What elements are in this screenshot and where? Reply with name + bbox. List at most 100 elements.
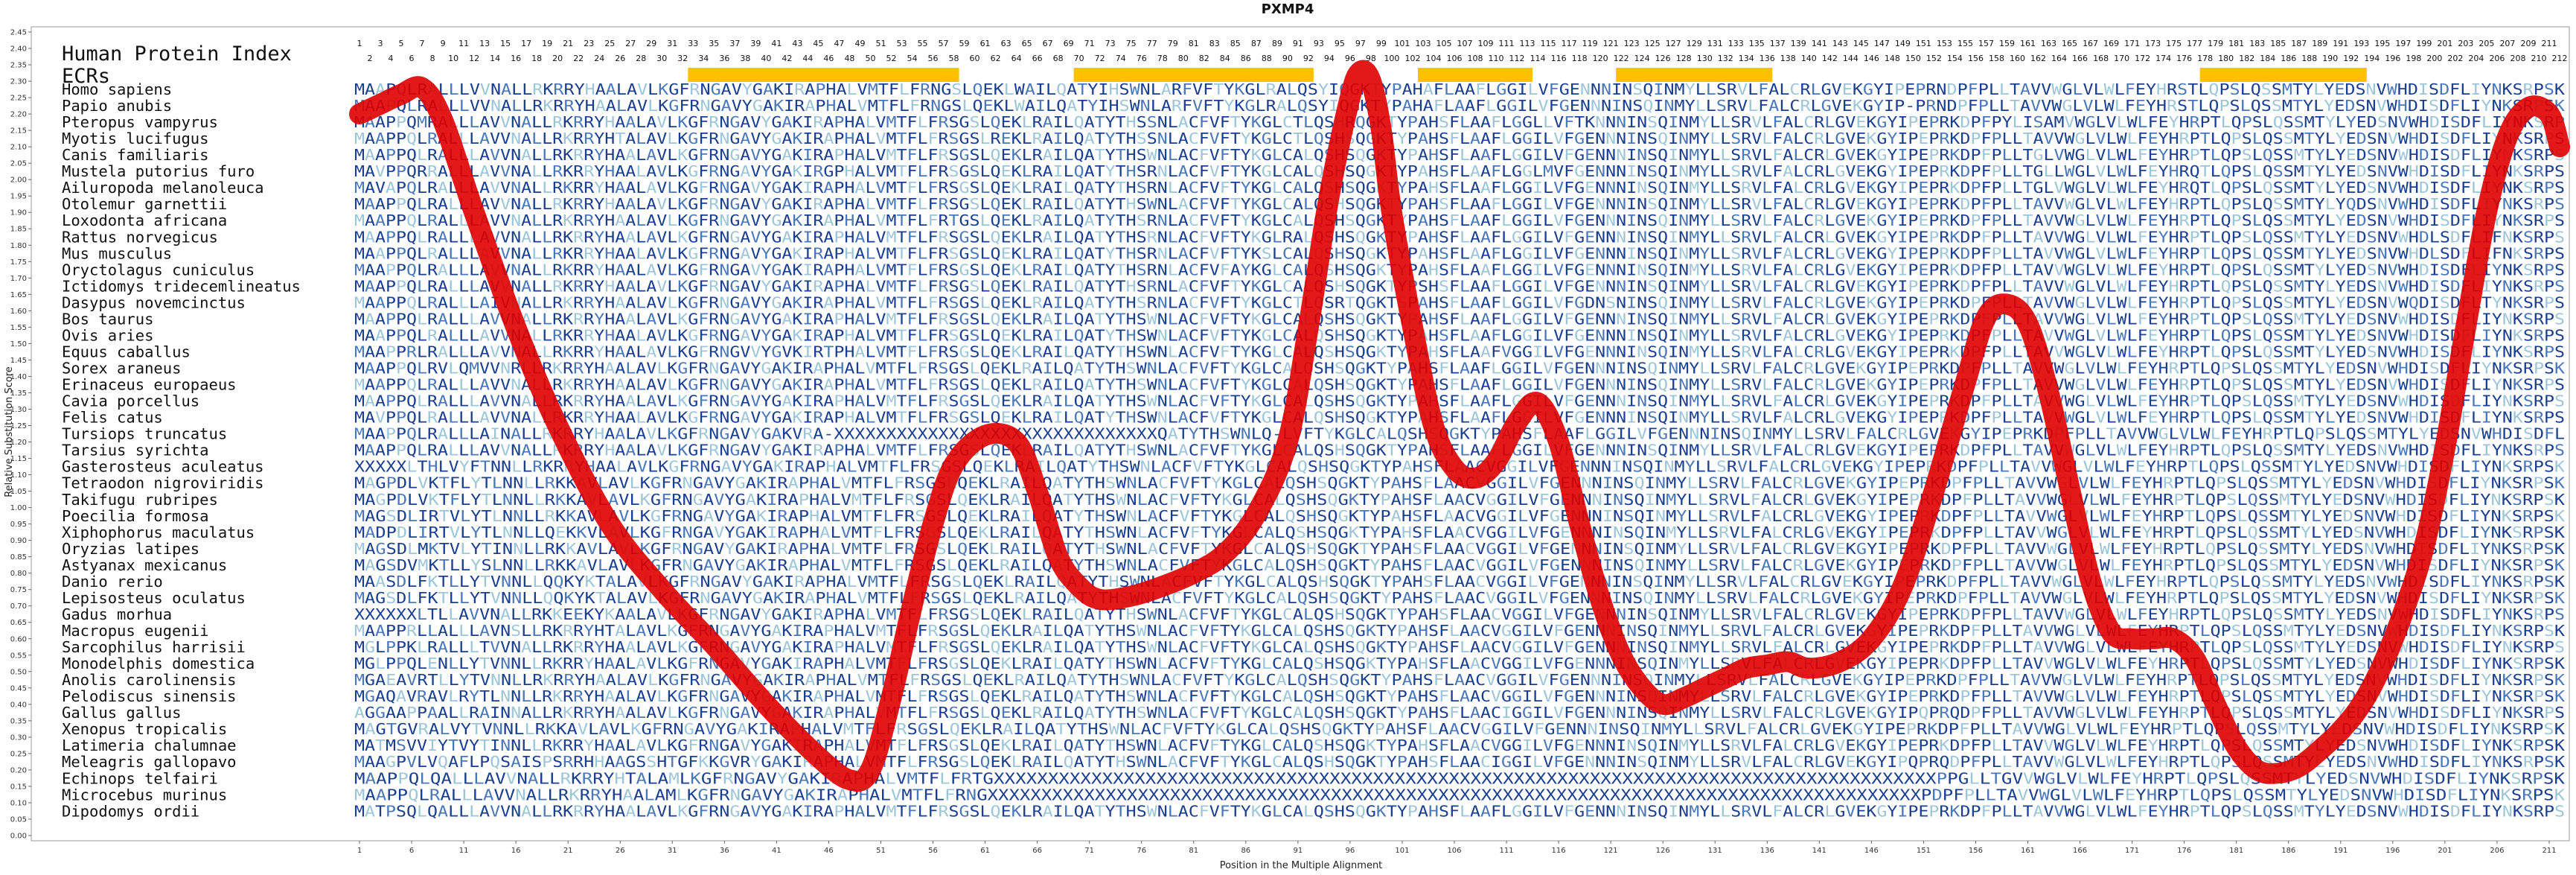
- index-label-odd: 181: [2228, 39, 2244, 48]
- index-label-even: 102: [1404, 54, 1420, 63]
- species-label: Myotis lucifugus: [62, 130, 208, 147]
- index-label-odd: 125: [1645, 39, 1661, 48]
- sequence-row: MAGTGVRALVYTVNNLLRKKAVLAVLKGFRNGAVYGAKIR…: [354, 720, 2566, 738]
- index-label-odd: 193: [2353, 39, 2369, 48]
- y-tick-label: 0.05: [10, 815, 27, 824]
- x-tick-label: 66: [1032, 847, 1042, 855]
- index-label-odd: 203: [2458, 39, 2473, 48]
- species-label: Latimeria chalumnae: [62, 736, 237, 754]
- y-tick-label: 0.75: [10, 586, 27, 594]
- index-label-even: 152: [1926, 54, 1942, 63]
- species-label: Mus musculus: [62, 244, 172, 262]
- header-human-protein-index: Human Protein Index: [62, 42, 292, 66]
- species-label: Erinaceus europaeus: [62, 376, 237, 394]
- y-tick-label: 0.25: [10, 750, 27, 758]
- index-label-even: 88: [1262, 54, 1272, 63]
- index-label-odd: 77: [1147, 39, 1157, 48]
- index-label-even: 64: [1011, 54, 1022, 63]
- index-label-odd: 11: [458, 39, 469, 48]
- sequence-row: MAAPPQLRALLLAVVNALLRKRRYHAALAVLKGFRNGAVY…: [354, 310, 2565, 328]
- index-label-odd: 187: [2291, 39, 2307, 48]
- index-label-even: 168: [2093, 54, 2109, 63]
- index-label-even: 192: [2343, 54, 2359, 63]
- index-label-even: 30: [656, 54, 667, 63]
- y-tick-label: 0.70: [10, 602, 27, 611]
- index-label-odd: 21: [563, 39, 573, 48]
- index-label-even: 130: [1697, 54, 1713, 63]
- y-tick-label: 0.15: [10, 783, 27, 791]
- index-label-odd: 7: [420, 39, 425, 48]
- x-tick-label: 81: [1189, 847, 1198, 855]
- index-label-odd: 15: [500, 39, 511, 48]
- y-tick-label: 2.35: [10, 62, 27, 70]
- index-label-odd: 127: [1666, 39, 1681, 48]
- index-label-even: 186: [2281, 54, 2296, 63]
- index-label-odd: 89: [1272, 39, 1282, 48]
- index-label-odd: 171: [2124, 39, 2140, 48]
- index-label-even: 212: [2551, 54, 2567, 63]
- index-label-odd: 123: [1624, 39, 1640, 48]
- y-tick-label: 1.40: [10, 373, 27, 381]
- index-label-even: 132: [1718, 54, 1733, 63]
- index-label-odd: 207: [2499, 39, 2515, 48]
- species-label: Canis familiaris: [62, 146, 208, 164]
- index-label-even: 134: [1739, 54, 1754, 63]
- sequence-row: MAAPPQMRALLLAVVNALLRKRRYHAALAVLKGFRNGAVY…: [354, 113, 2565, 131]
- ecr-bar: [1616, 68, 1773, 82]
- index-label-odd: 195: [2374, 39, 2390, 48]
- species-label: Pteropus vampyrus: [62, 113, 218, 131]
- y-tick-label: 2.45: [10, 29, 27, 37]
- species-label: Gallus gallus: [62, 704, 181, 722]
- index-label-odd: 179: [2208, 39, 2223, 48]
- index-label-odd: 177: [2187, 39, 2202, 48]
- x-tick-label: 201: [2438, 847, 2452, 855]
- ecr-bar: [1417, 68, 1533, 82]
- index-label-even: 40: [761, 54, 771, 63]
- species-label: Takifugu rubripes: [62, 491, 218, 509]
- index-label-odd: 169: [2103, 39, 2119, 48]
- y-tick-label: 2.30: [10, 78, 27, 86]
- index-label-odd: 23: [584, 39, 594, 48]
- index-label-even: 44: [802, 54, 813, 63]
- index-label-odd: 19: [542, 39, 552, 48]
- species-label: Rattus norvegicus: [62, 228, 218, 246]
- index-label-even: 128: [1676, 54, 1692, 63]
- index-label-even: 144: [1843, 54, 1859, 63]
- index-label-odd: 103: [1415, 39, 1431, 48]
- sequence-row: MAAPPQLRALLLAVVNALLRKRRYHAALAVLKGFRNGAVY…: [354, 261, 2565, 279]
- species-label: Oryctolagus cuniculus: [62, 261, 255, 279]
- index-label-even: 70: [1074, 54, 1084, 63]
- sequence-row: MAAGPVLVQAFLPQSAISPSRRHHAAGSSHTGFKKGVRYG…: [354, 753, 2566, 771]
- x-tick-label: 11: [459, 847, 469, 855]
- index-label-odd: 5: [399, 39, 404, 48]
- sequence-row: MAAPPQLRALLLAVVNALLRKRRYHAALAVLKGFRNGAVY…: [354, 442, 2565, 459]
- sequence-row: MAAPPQLRALLLAVVNALLRKRRYHAALAVLKGFRNGAVY…: [354, 376, 2565, 394]
- x-tick-label: 166: [2073, 847, 2087, 855]
- index-label-odd: 91: [1293, 39, 1303, 48]
- index-label-odd: 119: [1582, 39, 1598, 48]
- sequence-row: MAAPPQLRALLLAVVNALLRKRRYHTALAVLKGFRNGAVY…: [354, 130, 2565, 147]
- index-label-even: 42: [782, 54, 792, 63]
- x-tick-label: 146: [1864, 847, 1879, 855]
- index-label-even: 92: [1303, 54, 1314, 63]
- species-label: Microcebus murinus: [62, 786, 227, 804]
- index-label-odd: 73: [1105, 39, 1116, 48]
- y-tick-label: 0.65: [10, 619, 27, 627]
- sequence-row: MGAEAVRTLLYTVNNLLRKRRYHAALAVLKGFRNGAVYGA…: [354, 671, 2566, 689]
- index-label-even: 196: [2385, 54, 2400, 63]
- plot-border: [31, 26, 2570, 841]
- y-tick-label: 1.15: [10, 455, 27, 463]
- x-tick-label: 16: [511, 847, 521, 855]
- sequence-row: MAAPPQLRALLLAVVNALLRKRRYHAALAVLKGFRNGAVY…: [354, 228, 2565, 246]
- index-label-even: 76: [1137, 54, 1147, 63]
- index-label-odd: 51: [875, 39, 886, 48]
- index-label-odd: 13: [479, 39, 490, 48]
- index-label-even: 150: [1905, 54, 1921, 63]
- index-label-even: 176: [2176, 54, 2192, 63]
- species-label: Sarcophilus harrisii: [62, 638, 246, 656]
- index-label-even: 12: [469, 54, 479, 63]
- index-label-odd: 137: [1770, 39, 1786, 48]
- y-tick-label: 2.15: [10, 127, 27, 136]
